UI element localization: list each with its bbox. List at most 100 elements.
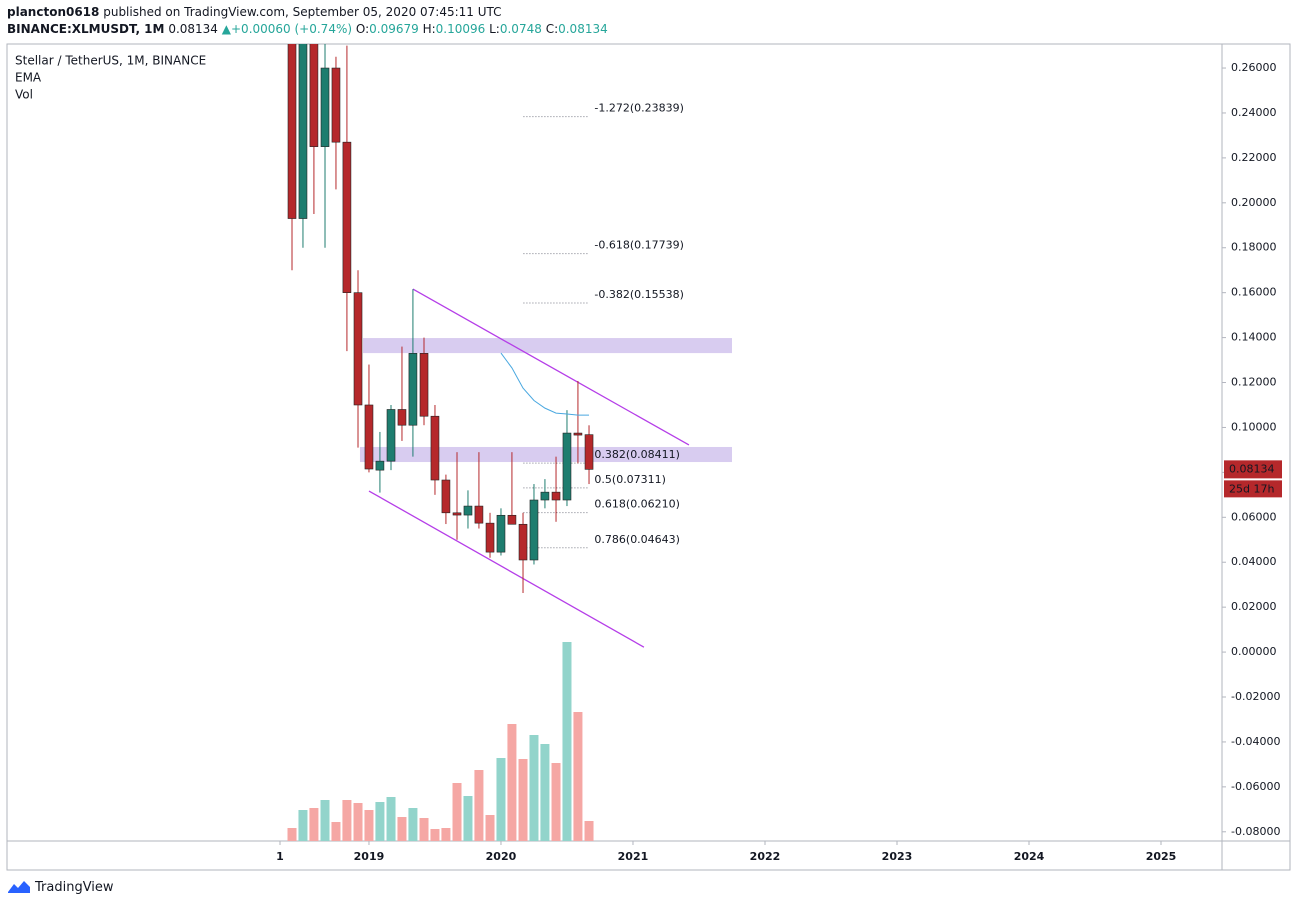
trendline — [368, 490, 645, 648]
y-tick-label: 0.00000 — [1231, 645, 1277, 658]
volume-bar — [573, 712, 583, 841]
header: plancton0618 published on TradingView.co… — [7, 4, 608, 38]
volume-bar — [452, 783, 462, 841]
candle-body — [529, 499, 539, 561]
candle-body — [331, 67, 341, 143]
legend-symbol: Stellar / TetherUS, 1M, BINANCE — [15, 54, 206, 68]
candle-body — [485, 522, 495, 553]
volume-bar — [562, 642, 572, 841]
frame — [6, 43, 1291, 871]
volume-bar — [397, 817, 407, 841]
candle-body — [463, 505, 473, 516]
x-tick-label: 2024 — [1014, 850, 1045, 863]
y-tick-label: 0.26000 — [1231, 61, 1277, 74]
fib-label: 0.382(0.08411) — [594, 448, 680, 461]
x-tick-label: 2022 — [750, 850, 781, 863]
volume-bar — [320, 800, 330, 841]
candle-body — [452, 512, 462, 516]
volume-bar — [540, 744, 550, 841]
volume-bar — [474, 770, 484, 841]
author: plancton0618 — [7, 5, 100, 19]
volume-bar — [375, 802, 385, 841]
volume-bar — [584, 821, 594, 841]
legend-ema: EMA — [15, 71, 42, 85]
y-tick-label: 0.20000 — [1231, 196, 1277, 209]
volume-bar — [309, 808, 319, 841]
volume-bar — [386, 797, 396, 841]
candle-body — [320, 67, 330, 147]
candle-body — [375, 460, 385, 471]
y-tick-label: 0.18000 — [1231, 241, 1277, 254]
footer: TradingView — [7, 879, 114, 895]
candle-body — [573, 432, 583, 436]
y-tick-label: 0.14000 — [1231, 331, 1277, 344]
volume-bar — [331, 822, 341, 841]
volume-bar — [518, 759, 528, 841]
volume-bar — [342, 800, 352, 841]
x-tick-label: 1 — [276, 850, 284, 863]
x-tick-label: 2020 — [486, 850, 517, 863]
volume-bar — [463, 796, 473, 841]
y-tick-label: 0.06000 — [1231, 510, 1277, 523]
candle-body — [562, 432, 572, 501]
x-tick-label: 2025 — [1146, 850, 1177, 863]
zone — [359, 446, 732, 463]
y-tick-label: 0.22000 — [1231, 151, 1277, 164]
candle-body — [287, 44, 297, 219]
y-tick-label: -0.02000 — [1231, 690, 1280, 703]
fib-label: -1.272(0.23839) — [594, 102, 684, 115]
y-tick-label: 0.10000 — [1231, 420, 1277, 433]
candle-body — [386, 409, 396, 462]
volume-bar — [507, 724, 517, 841]
plot: -1.272(0.23839) -0.618(0.17739) -0.382(0.1… — [287, 44, 732, 841]
y-tick-label: 0.02000 — [1231, 600, 1277, 613]
volume-bar — [551, 763, 561, 841]
price-badge — [1224, 460, 1282, 479]
volume-bar — [298, 810, 308, 841]
candle-body — [540, 491, 550, 501]
volume-bar — [441, 828, 451, 841]
volume-bar — [430, 829, 440, 841]
countdown-label: 25d 17h — [1229, 482, 1274, 495]
fib-label: 0.618(0.06210) — [594, 498, 680, 511]
volume-bar — [364, 810, 374, 841]
candle-body — [364, 404, 374, 470]
fib-label: -0.382(0.15538) — [594, 288, 684, 301]
published: published on TradingView.com, September … — [103, 5, 502, 19]
y-tick-label: 0.04000 — [1231, 555, 1277, 568]
h-prefix: H: — [422, 22, 436, 36]
price-badge-label: 0.08134 — [1229, 462, 1275, 475]
volume-bar — [496, 758, 506, 841]
candle-body — [441, 479, 451, 514]
volume-bar — [287, 828, 297, 841]
candle-body — [551, 491, 561, 501]
change: +0.00060 (+0.74%) — [231, 22, 353, 36]
candle-body — [342, 141, 352, 293]
c-prefix: C: — [545, 22, 559, 36]
candle-body — [496, 514, 506, 553]
candle-body — [298, 44, 308, 219]
y-tick-label: -0.08000 — [1231, 825, 1280, 838]
up-arrow: ▲ — [221, 22, 231, 36]
y-tick-label: -0.06000 — [1231, 780, 1280, 793]
legend-vol: Vol — [15, 88, 33, 102]
symbol: BINANCE:XLMUSDT, 1M — [7, 22, 165, 36]
volume-bar — [353, 803, 363, 841]
zone — [363, 338, 732, 354]
x-tick-label: 2019 — [354, 850, 385, 863]
fib-label: -0.618(0.17739) — [594, 239, 684, 252]
candle-body — [419, 353, 429, 417]
volume-bar — [529, 735, 539, 841]
volume-bar — [485, 815, 495, 841]
candle-body — [408, 353, 418, 426]
fib-label: 0.786(0.04643) — [594, 533, 680, 546]
close: 0.08134 — [558, 22, 608, 36]
candle-body — [353, 292, 363, 406]
logo — [8, 881, 30, 893]
candle-body — [507, 514, 517, 525]
x-tick-label: 2021 — [618, 850, 649, 863]
y-tick-label: 0.16000 — [1231, 286, 1277, 299]
y-tick-label: 0.24000 — [1231, 106, 1277, 119]
